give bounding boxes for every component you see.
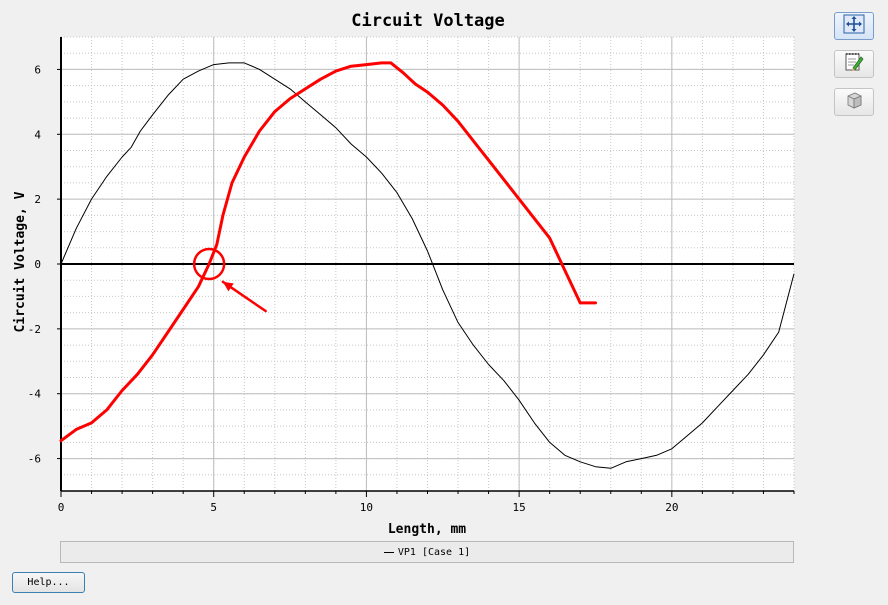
x-axis-label: Length, mm [388,522,466,537]
x-tick-label: 0 [58,501,65,514]
y-tick-label: -4 [28,388,42,401]
annotation-layer [59,61,597,443]
series-line [60,62,795,469]
annotation-arrowhead [222,281,234,292]
edit-notepad-icon [843,51,865,77]
x-tick-label: 15 [513,501,526,514]
series-layer [60,62,795,469]
3d-view-button[interactable] [834,88,874,116]
pan-zoom-button[interactable] [834,12,874,40]
legend: VP1 [Case 1] [60,541,794,563]
legend-swatch [383,551,394,553]
y-tick-label: -2 [28,323,41,336]
x-tick-label: 10 [360,501,373,514]
y-axis-label: Circuit Voltage, V [13,191,28,332]
pan-zoom-arrows-icon [843,14,865,38]
3d-box-icon [843,90,865,114]
annotation-circle [192,247,226,281]
chart-title: Circuit Voltage [351,11,505,31]
y-tick-label: -6 [28,453,41,466]
tick-labels: 0 5 10 15 20 -6 -4 -2 0 2 4 6 [28,63,679,514]
edit-button[interactable] [834,50,874,78]
x-tick-label: 20 [665,501,678,514]
y-tick-label: 4 [34,128,41,141]
y-tick-label: 2 [34,193,41,206]
y-tick-label: 6 [34,63,41,76]
annotation-red-curve [59,61,597,443]
x-tick-label: 5 [210,501,217,514]
help-button[interactable]: Help... [12,572,85,593]
legend-label: VP1 [Case 1] [397,546,471,558]
y-tick-label: 0 [34,258,41,271]
